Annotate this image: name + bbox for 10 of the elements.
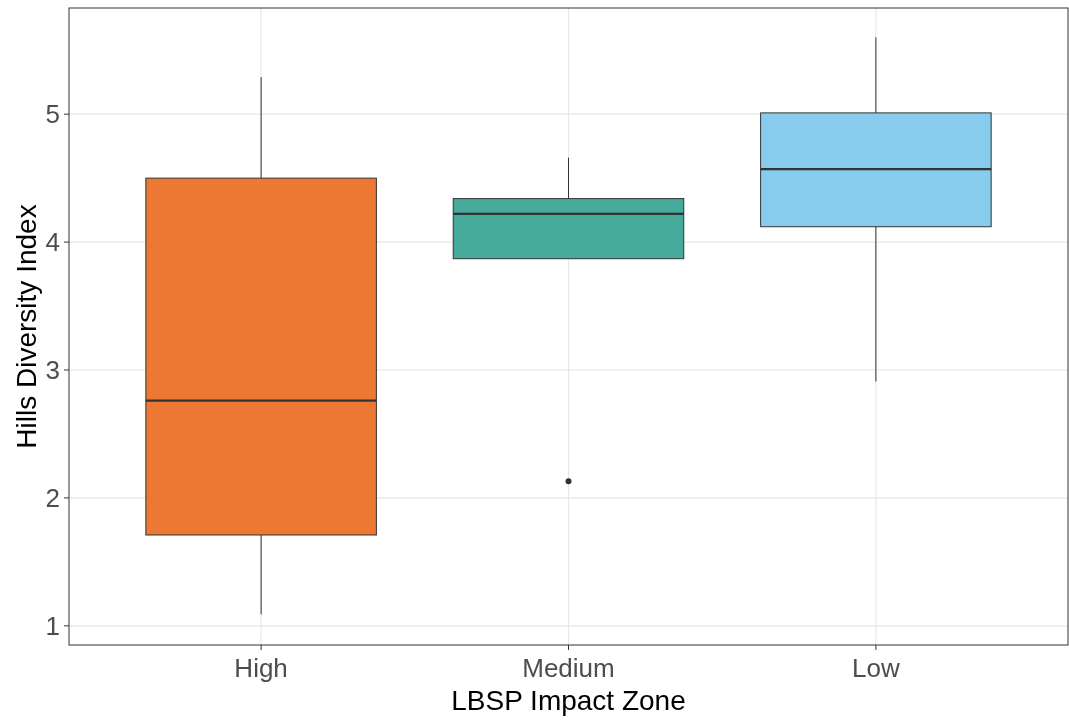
y-tick-label: 4 [45,227,60,258]
y-tick-label: 1 [45,610,60,641]
y-tick-label: 2 [45,483,60,513]
x-tick-label: Medium [522,653,615,683]
x-tick-label: High [234,653,288,683]
x-tick-label: Low [852,653,900,683]
y-axis-title: Hills Diversity Index [11,204,42,449]
y-tick-label: 3 [45,355,60,386]
y-tick-label: 5 [45,99,60,130]
x-axis-title: LBSP Impact Zone [451,685,686,716]
